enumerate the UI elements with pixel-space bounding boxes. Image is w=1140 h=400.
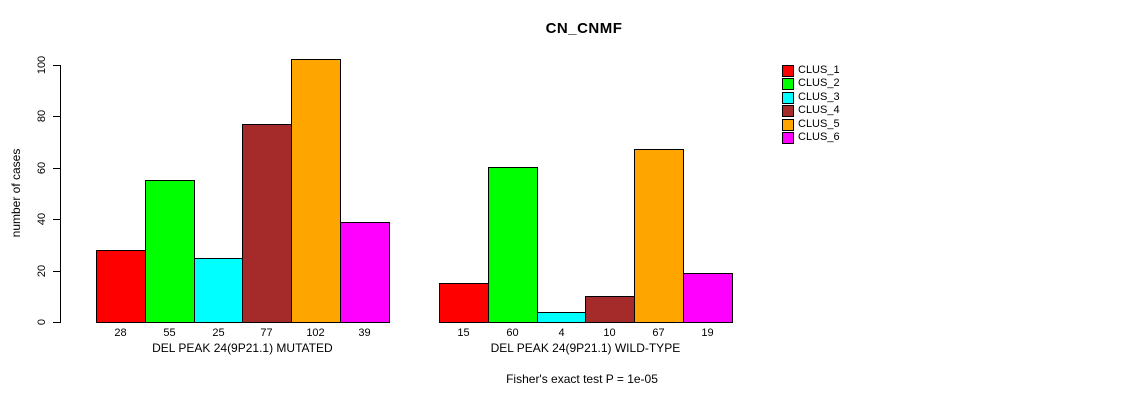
y-axis-tick-label: 60 xyxy=(36,161,48,174)
bar-value-label: 19 xyxy=(701,327,714,339)
legend-swatch-clus_6 xyxy=(782,132,794,144)
legend-swatch-clus_1 xyxy=(782,65,794,77)
bar-clus_4-group2 xyxy=(585,296,635,323)
legend-swatch-clus_5 xyxy=(782,118,794,131)
bar-clus_6-group2 xyxy=(683,273,733,323)
legend-label-clus_1: CLUS_1 xyxy=(798,64,840,76)
legend-swatch-clus_4 xyxy=(782,105,794,118)
bar-value-label: 77 xyxy=(260,327,273,339)
bar-value-label: 4 xyxy=(558,327,565,339)
y-axis-tick xyxy=(53,219,60,220)
bar-clus_3-group2 xyxy=(537,312,587,323)
bar-value-label: 15 xyxy=(457,327,470,339)
group-label: DEL PEAK 24(9P21.1) WILD-TYPE xyxy=(490,341,681,355)
chart-title: CN_CNMF xyxy=(545,20,623,37)
bar-value-label: 102 xyxy=(306,327,325,339)
y-axis-tick-label: 80 xyxy=(36,109,48,123)
bar-value-label: 28 xyxy=(114,327,127,339)
group-label: DEL PEAK 24(9P21.1) MUTATED xyxy=(152,341,333,355)
legend-swatch-clus_2 xyxy=(782,78,794,91)
y-axis-tick-label: 100 xyxy=(36,55,48,74)
bar-clus_5-group2 xyxy=(634,149,684,323)
bar-clus_1-group1 xyxy=(96,250,146,323)
bar-clus_1-group2 xyxy=(439,283,489,323)
bar-clus_6-group1 xyxy=(340,222,390,323)
bar-value-label: 55 xyxy=(163,327,176,339)
bar-value-label: 39 xyxy=(358,327,371,339)
y-axis-tick-label: 20 xyxy=(36,264,48,277)
y-axis-tick xyxy=(53,64,60,66)
bar-value-label: 10 xyxy=(603,327,616,339)
y-axis-tick xyxy=(53,270,60,272)
legend-label-clus_4: CLUS_4 xyxy=(798,104,840,117)
y-axis-tick-label: 40 xyxy=(36,212,48,226)
y-axis-tick-label: 0 xyxy=(36,318,48,326)
legend-label-clus_6: CLUS_6 xyxy=(798,131,840,143)
y-axis-line xyxy=(60,64,61,323)
bar-clus_2-group1 xyxy=(145,180,195,323)
legend-label-clus_5: CLUS_5 xyxy=(798,117,840,130)
legend-swatch-clus_3 xyxy=(782,91,794,104)
bar-clus_3-group1 xyxy=(194,258,244,323)
y-axis-tick xyxy=(53,167,60,169)
bar-value-label: 67 xyxy=(652,327,665,339)
y-axis-label: number of cases xyxy=(9,148,23,238)
bar-clus_4-group1 xyxy=(242,124,292,323)
bar-clus_2-group2 xyxy=(488,167,538,323)
fisher-test-annotation: Fisher's exact test P = 1e-05 xyxy=(506,372,658,386)
legend-label-clus_2: CLUS_2 xyxy=(798,77,840,90)
bar-value-label: 60 xyxy=(506,327,519,339)
bar-value-label: 25 xyxy=(212,327,225,339)
bar-clus_5-group1 xyxy=(291,59,341,323)
y-axis-tick xyxy=(53,322,60,323)
legend-label-clus_3: CLUS_3 xyxy=(798,90,840,103)
y-axis-tick xyxy=(53,116,60,117)
